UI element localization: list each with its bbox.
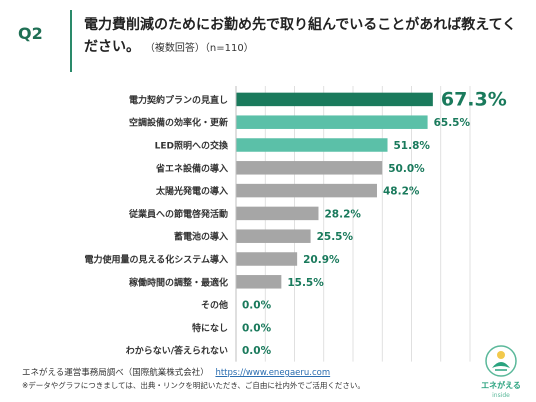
value-label: 0.0% xyxy=(242,300,272,312)
bar xyxy=(236,275,282,289)
category-label: 電力使用量の見える化システム導入 xyxy=(85,254,228,266)
question-note: （複数回答）（n=110） xyxy=(144,43,254,54)
value-label: 0.0% xyxy=(242,345,272,357)
leaf-sun-icon xyxy=(485,345,517,377)
logo: エネがえる inside xyxy=(466,344,536,402)
source-link[interactable]: https://www.enegaeru.com xyxy=(215,368,331,378)
value-label: 25.5% xyxy=(317,231,354,243)
value-label: 67.3% xyxy=(441,88,507,110)
value-label: 65.5% xyxy=(434,117,471,129)
source-text: エネがえる運営事務局調べ（国際航業株式会社） xyxy=(22,368,209,378)
footer-note: ※データやグラフにつきましては、出典・リンクを明記いただき、ご自由に社内外でご活… xyxy=(22,381,365,390)
category-label: 従業員への節電啓発活動 xyxy=(128,208,228,220)
category-label: 省エネ設備の導入 xyxy=(155,162,228,174)
category-label: LED照明への交換 xyxy=(155,140,229,152)
bar xyxy=(236,206,319,221)
category-label: 稼働時間の調整・最適化 xyxy=(129,276,228,288)
logo-name: エネがえる xyxy=(481,381,521,390)
bar xyxy=(236,138,388,152)
bar xyxy=(236,183,377,198)
title-divider xyxy=(70,10,72,72)
value-label: 28.2% xyxy=(324,208,361,220)
category-label: 特になし xyxy=(192,322,228,334)
logo-sub: inside xyxy=(492,392,510,399)
bar xyxy=(236,252,298,266)
category-label: わからない/答えられない xyxy=(126,345,228,357)
question-title-text: 電力費削減のためにお勤め先で取り組んでいることがあれば教えてください。 xyxy=(84,17,517,55)
value-label: 50.0% xyxy=(388,163,425,175)
bar xyxy=(236,115,428,129)
value-label: 15.5% xyxy=(287,277,324,289)
value-label: 51.8% xyxy=(394,140,431,152)
bar xyxy=(236,92,433,107)
value-label: 48.2% xyxy=(383,186,420,198)
category-label: 太陽光発電の導入 xyxy=(155,185,228,197)
footer-source: エネがえる運営事務局調べ（国際航業株式会社） https://www.enega… xyxy=(22,366,330,378)
bar xyxy=(236,229,311,243)
category-label: 電力契約プランの見直し xyxy=(129,94,228,106)
bar xyxy=(236,161,383,175)
category-label: その他 xyxy=(201,299,228,311)
question-title: 電力費削減のためにお勤め先で取り組んでいることがあれば教えてください。 （複数回… xyxy=(84,14,524,60)
value-label: 0.0% xyxy=(242,322,272,334)
value-label: 20.9% xyxy=(303,254,340,266)
category-label: 蓄電池の導入 xyxy=(174,231,228,243)
category-label: 空調設備の効率化・更新 xyxy=(129,117,228,129)
question-number: Q2 xyxy=(18,24,43,43)
